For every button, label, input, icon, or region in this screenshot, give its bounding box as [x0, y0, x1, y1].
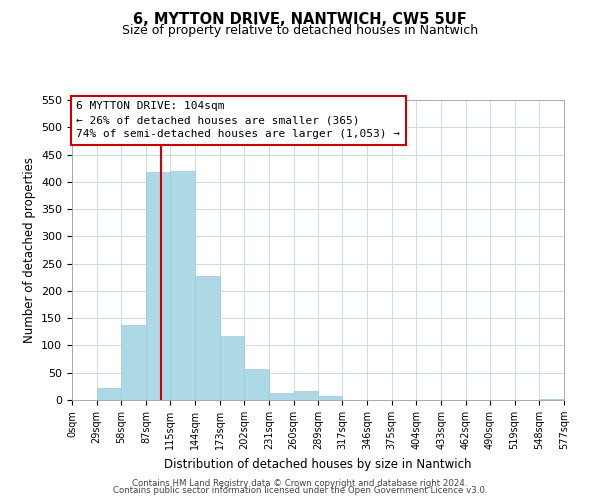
- Bar: [195, 276, 220, 400]
- Bar: [319, 396, 343, 400]
- Text: Contains HM Land Registry data © Crown copyright and database right 2024.: Contains HM Land Registry data © Crown c…: [132, 478, 468, 488]
- Bar: [269, 394, 293, 400]
- X-axis label: Distribution of detached houses by size in Nantwich: Distribution of detached houses by size …: [164, 458, 472, 470]
- Bar: [244, 369, 269, 400]
- Bar: [121, 326, 146, 400]
- Y-axis label: Number of detached properties: Number of detached properties: [23, 157, 35, 343]
- Text: 6, MYTTON DRIVE, NANTWICH, CW5 5UF: 6, MYTTON DRIVE, NANTWICH, CW5 5UF: [133, 12, 467, 28]
- Bar: [220, 336, 244, 400]
- Bar: [146, 172, 170, 400]
- Bar: [293, 392, 319, 400]
- Bar: [97, 388, 121, 400]
- Text: 6 MYTTON DRIVE: 104sqm
← 26% of detached houses are smaller (365)
74% of semi-de: 6 MYTTON DRIVE: 104sqm ← 26% of detached…: [76, 101, 400, 139]
- Bar: [170, 171, 195, 400]
- Text: Contains public sector information licensed under the Open Government Licence v3: Contains public sector information licen…: [113, 486, 487, 495]
- Bar: [539, 399, 564, 400]
- Text: Size of property relative to detached houses in Nantwich: Size of property relative to detached ho…: [122, 24, 478, 37]
